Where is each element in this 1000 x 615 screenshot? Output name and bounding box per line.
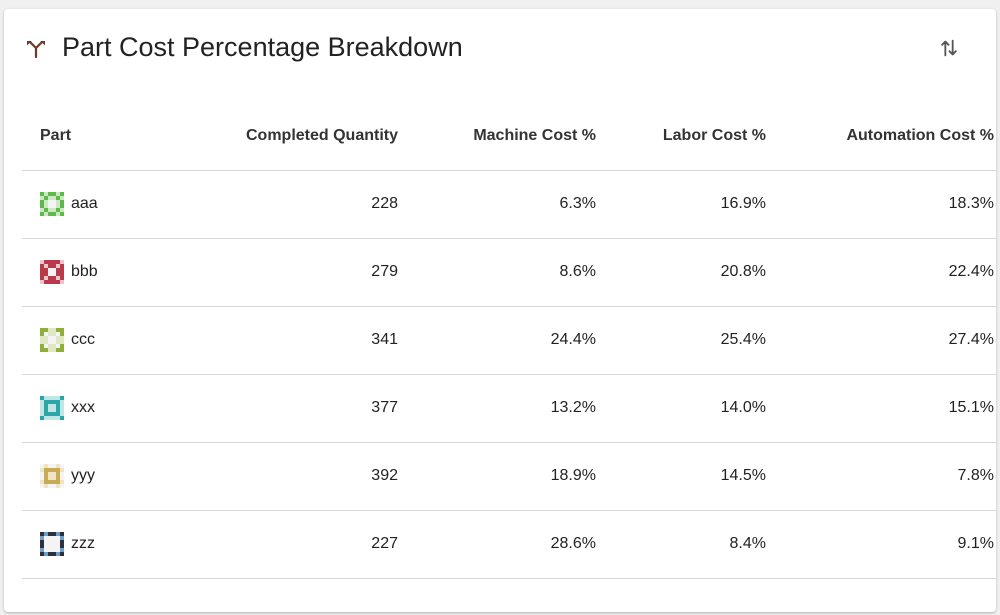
table-row[interactable]: xxx 377 13.2% 14.0% 15.1% xyxy=(22,374,996,443)
column-header-completed-quantity[interactable]: Completed Quantity xyxy=(178,102,416,171)
sort-button[interactable] xyxy=(932,31,966,65)
cell-part: zzz xyxy=(22,510,178,579)
cell-labor-cost: 14.0% xyxy=(614,374,784,443)
part-name: zzz xyxy=(71,535,95,552)
cell-machine-cost: 13.2% xyxy=(416,374,614,443)
cell-automation-cost: 7.8% xyxy=(784,442,996,511)
table-row[interactable]: bbb 279 8.6% 20.8% 22.4% xyxy=(22,238,996,307)
part-identicon-icon xyxy=(40,192,64,216)
part-identicon-icon xyxy=(40,532,64,556)
cell-labor-cost: 25.4% xyxy=(614,306,784,375)
cell-machine-cost: 6.3% xyxy=(416,170,614,239)
table-row[interactable]: ccc 341 24.4% 25.4% 27.4% xyxy=(22,306,996,375)
table-row[interactable]: aaa 228 6.3% 16.9% 18.3% xyxy=(22,170,996,239)
table-row[interactable]: zzz 227 28.6% 8.4% 9.1% xyxy=(22,510,996,579)
cell-completed-quantity: 377 xyxy=(178,374,416,443)
cell-labor-cost: 16.9% xyxy=(614,170,784,239)
column-header-labor-cost[interactable]: Labor Cost % xyxy=(614,102,784,171)
cell-part: yyy xyxy=(22,442,178,511)
cell-automation-cost: 22.4% xyxy=(784,238,996,307)
card-title: Part Cost Percentage Breakdown xyxy=(62,32,463,62)
part-cost-card: Part Cost Percentage Breakdown Part Comp… xyxy=(4,9,996,612)
cell-machine-cost: 24.4% xyxy=(416,306,614,375)
part-name: yyy xyxy=(71,467,95,484)
cell-part: ccc xyxy=(22,306,178,375)
column-header-part[interactable]: Part xyxy=(22,102,178,171)
part-cell-content: yyy xyxy=(40,464,160,488)
column-header-machine-cost[interactable]: Machine Cost % xyxy=(416,102,614,171)
table-body: aaa 228 6.3% 16.9% 18.3% bbb 279 8.6% 20.8% 22.4%… xyxy=(22,170,996,579)
cell-machine-cost: 8.6% xyxy=(416,238,614,307)
part-cell-content: ccc xyxy=(40,328,160,352)
cell-automation-cost: 18.3% xyxy=(784,170,996,239)
cell-automation-cost: 15.1% xyxy=(784,374,996,443)
part-identicon-icon xyxy=(40,464,64,488)
merge-type-icon xyxy=(27,40,45,59)
part-identicon-icon xyxy=(40,328,64,352)
part-identicon-icon xyxy=(40,260,64,284)
card-header: Part Cost Percentage Breakdown xyxy=(4,9,996,85)
part-name: bbb xyxy=(71,263,98,280)
cell-completed-quantity: 341 xyxy=(178,306,416,375)
cost-table: Part Completed Quantity Machine Cost % L… xyxy=(22,102,996,579)
cell-labor-cost: 14.5% xyxy=(614,442,784,511)
cell-part: bbb xyxy=(22,238,178,307)
cell-machine-cost: 18.9% xyxy=(416,442,614,511)
cell-completed-quantity: 392 xyxy=(178,442,416,511)
swap-vertical-icon xyxy=(941,39,957,57)
part-identicon-icon xyxy=(40,396,64,420)
cell-completed-quantity: 279 xyxy=(178,238,416,307)
cell-labor-cost: 20.8% xyxy=(614,238,784,307)
cell-part: xxx xyxy=(22,374,178,443)
column-header-automation-cost[interactable]: Automation Cost % xyxy=(784,102,996,171)
part-cell-content: bbb xyxy=(40,260,160,284)
part-cell-content: xxx xyxy=(40,396,160,420)
cell-completed-quantity: 228 xyxy=(178,170,416,239)
cell-automation-cost: 9.1% xyxy=(784,510,996,579)
cell-automation-cost: 27.4% xyxy=(784,306,996,375)
table-header-row: Part Completed Quantity Machine Cost % L… xyxy=(22,102,996,171)
cost-table-container: Part Completed Quantity Machine Cost % L… xyxy=(22,102,996,579)
cell-completed-quantity: 227 xyxy=(178,510,416,579)
part-name: ccc xyxy=(71,331,95,348)
part-name: aaa xyxy=(71,195,98,212)
table-row[interactable]: yyy 392 18.9% 14.5% 7.8% xyxy=(22,442,996,511)
cell-part: aaa xyxy=(22,170,178,239)
part-cell-content: aaa xyxy=(40,192,160,216)
cell-machine-cost: 28.6% xyxy=(416,510,614,579)
part-cell-content: zzz xyxy=(40,532,160,556)
cell-labor-cost: 8.4% xyxy=(614,510,784,579)
part-name: xxx xyxy=(71,399,95,416)
